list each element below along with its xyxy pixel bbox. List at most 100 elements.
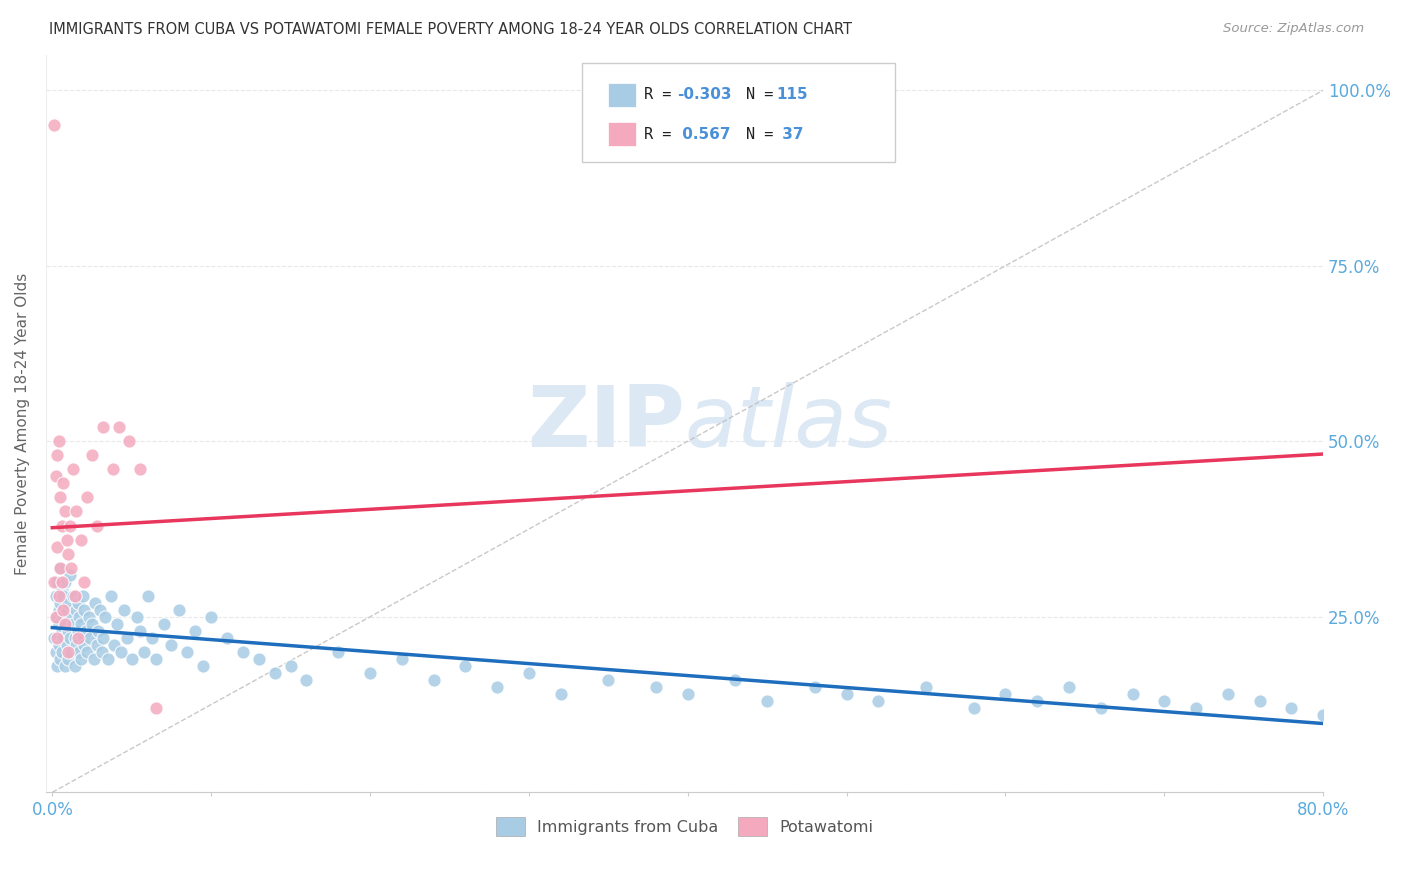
Point <box>46 659 69 673</box>
Point <box>247 652 270 666</box>
Point <box>107 616 129 631</box>
Point <box>72 589 94 603</box>
Point <box>176 645 198 659</box>
Point <box>145 652 167 666</box>
Point <box>756 694 779 708</box>
Point <box>60 645 83 659</box>
Point <box>48 434 70 449</box>
Point <box>62 616 84 631</box>
Point <box>517 665 540 680</box>
Y-axis label: Female Poverty Among 18-24 Year Olds: Female Poverty Among 18-24 Year Olds <box>15 273 30 574</box>
Point <box>59 631 82 645</box>
Point <box>46 574 69 589</box>
Point <box>160 638 183 652</box>
Point <box>1121 687 1143 701</box>
Point <box>52 609 75 624</box>
Point <box>103 638 125 652</box>
Point <box>359 665 381 680</box>
Point <box>44 645 66 659</box>
Point <box>76 645 98 659</box>
Point <box>90 645 112 659</box>
Point <box>169 603 191 617</box>
Point <box>804 680 827 694</box>
Point <box>73 603 96 617</box>
Point <box>83 652 105 666</box>
Point <box>868 694 890 708</box>
Point <box>121 652 143 666</box>
Point <box>70 652 93 666</box>
Point <box>963 701 986 715</box>
Point <box>454 659 477 673</box>
Point <box>97 652 120 666</box>
Text: ZIP: ZIP <box>527 383 685 466</box>
Point <box>1185 701 1208 715</box>
Point <box>280 659 302 673</box>
Point <box>125 609 148 624</box>
Point <box>51 645 73 659</box>
Point <box>200 609 222 624</box>
Point <box>70 533 93 547</box>
Point <box>84 596 107 610</box>
Point <box>73 638 96 652</box>
Point <box>152 616 174 631</box>
Text: R =: R = <box>644 87 681 103</box>
Point <box>65 603 87 617</box>
Point <box>101 462 124 476</box>
Point <box>80 448 103 462</box>
Point <box>46 609 69 624</box>
Point <box>263 665 285 680</box>
Point <box>295 673 318 687</box>
Point <box>52 589 75 603</box>
Point <box>184 624 207 638</box>
Point <box>915 680 938 694</box>
Point <box>49 560 72 574</box>
Point <box>91 420 114 434</box>
Text: N =: N = <box>745 87 782 103</box>
Point <box>67 609 90 624</box>
Point <box>51 582 73 596</box>
Point <box>1312 708 1334 723</box>
Point <box>72 631 94 645</box>
Point <box>75 624 97 638</box>
FancyBboxPatch shape <box>582 62 896 162</box>
Point <box>44 609 66 624</box>
Point <box>53 616 76 631</box>
Point <box>66 624 89 638</box>
Point <box>46 448 69 462</box>
Point <box>141 631 163 645</box>
Point <box>79 631 101 645</box>
Point <box>676 687 699 701</box>
Point <box>422 673 444 687</box>
Point <box>232 645 254 659</box>
Point <box>645 680 668 694</box>
Point <box>76 491 98 505</box>
Point <box>60 609 83 624</box>
Point <box>46 631 69 645</box>
Point <box>87 624 110 638</box>
Point <box>53 616 76 631</box>
Point <box>67 645 90 659</box>
Text: 37: 37 <box>776 127 803 142</box>
Point <box>86 518 108 533</box>
Point <box>80 616 103 631</box>
Point <box>598 673 620 687</box>
Point <box>53 574 76 589</box>
Point <box>48 616 70 631</box>
Point <box>46 540 69 554</box>
Point <box>59 567 82 582</box>
Point <box>48 589 70 603</box>
Point <box>52 603 75 617</box>
Point <box>63 659 86 673</box>
Point <box>51 518 73 533</box>
Point <box>193 659 215 673</box>
Text: N =: N = <box>745 127 782 142</box>
Point <box>49 652 72 666</box>
Point <box>91 631 114 645</box>
Point <box>110 645 132 659</box>
Point <box>48 603 70 617</box>
Point <box>65 504 87 518</box>
Point <box>128 462 150 476</box>
Point <box>136 589 159 603</box>
Point <box>44 589 66 603</box>
Point <box>58 624 80 638</box>
